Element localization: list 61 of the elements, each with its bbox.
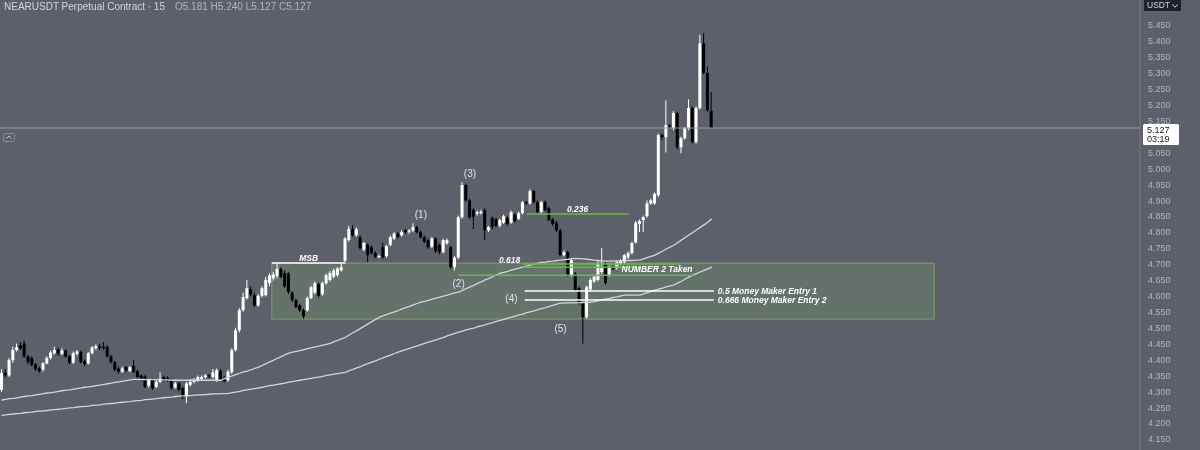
- annotation: (1): [414, 208, 428, 220]
- y-tick-label: 4.600: [1148, 291, 1171, 302]
- candlestick: [411, 222, 415, 233]
- y-tick-label: 4.800: [1148, 227, 1171, 238]
- chart-subtitle: O5.181 H5.240 L5.127 C5.127: [175, 1, 312, 12]
- y-tick-label: 4.900: [1148, 195, 1171, 206]
- candlestick: [56, 346, 60, 357]
- y-tick-label: 4.750: [1148, 243, 1171, 254]
- ref-line-label: 5.127: [1147, 125, 1170, 136]
- candlestick: [687, 98, 691, 131]
- annotation: (3): [463, 167, 477, 179]
- ref-line-label: NUMBER 2 Taken: [621, 264, 693, 275]
- candlestick: [124, 365, 128, 373]
- ref-line-label: MSB: [299, 252, 319, 263]
- y-tick-label: 4.200: [1148, 418, 1171, 429]
- annotation: 0.618: [498, 255, 521, 266]
- annotation: (5): [554, 322, 567, 334]
- line-series: [1, 218, 713, 401]
- candlestick: [709, 91, 713, 129]
- candlestick: [377, 253, 381, 259]
- candlestick: [234, 327, 238, 353]
- annotation: (2): [452, 277, 465, 289]
- y-tick-label: 4.450: [1148, 338, 1171, 349]
- candlestick: [60, 347, 64, 356]
- annotation: 0.236: [566, 203, 589, 214]
- candlestick: [264, 276, 268, 297]
- y-tick-label: 5.200: [1148, 99, 1171, 110]
- y-axis-title: USDT: [1147, 0, 1171, 11]
- y-tick-label: 4.300: [1148, 386, 1171, 397]
- ref-line-label: 0.5 Money Maker Entry 1: [717, 286, 818, 297]
- candlestick: [475, 210, 479, 217]
- annotation: (4): [505, 292, 518, 304]
- y-tick-label: 5.150: [1148, 115, 1171, 126]
- y-tick-label: 5.050: [1148, 147, 1171, 158]
- candlestick: [464, 183, 468, 203]
- y-tick-label: 4.400: [1148, 354, 1171, 365]
- y-tick-label: 4.150: [1148, 434, 1171, 445]
- y-tick-label: 5.250: [1148, 84, 1171, 95]
- y-tick-label: 5.300: [1148, 68, 1171, 79]
- y-tick-label: 4.700: [1148, 259, 1171, 270]
- y-tick-label: 5.000: [1148, 163, 1171, 174]
- y-tick-label: 5.400: [1148, 36, 1171, 47]
- y-tick-label: 4.500: [1148, 322, 1171, 333]
- y-tick-label: 4.950: [1148, 179, 1171, 190]
- candlestick: [0, 368, 3, 393]
- chart-title: NEARUSDT Perpetual Contract · 15: [4, 1, 165, 12]
- candlestick: [207, 373, 211, 379]
- candlestick: [211, 368, 215, 380]
- y-tick-label: 4.650: [1148, 275, 1171, 286]
- y-tick-label: 4.250: [1148, 402, 1171, 413]
- candlestick: [396, 231, 400, 240]
- y-tick-label: 4.350: [1148, 370, 1171, 381]
- line-series: [1, 266, 713, 416]
- y-tick-label: 5.350: [1148, 52, 1171, 63]
- candlestick: [468, 198, 472, 220]
- ref-line-label: 0.666 Money Maker Entry 2: [717, 295, 827, 305]
- y-tick-label: 4.850: [1148, 211, 1171, 222]
- y-tick-label: 5.450: [1148, 20, 1171, 31]
- text: 03:19: [1147, 134, 1170, 145]
- y-tick-label: 4.550: [1148, 306, 1171, 317]
- candlestick: [94, 343, 98, 351]
